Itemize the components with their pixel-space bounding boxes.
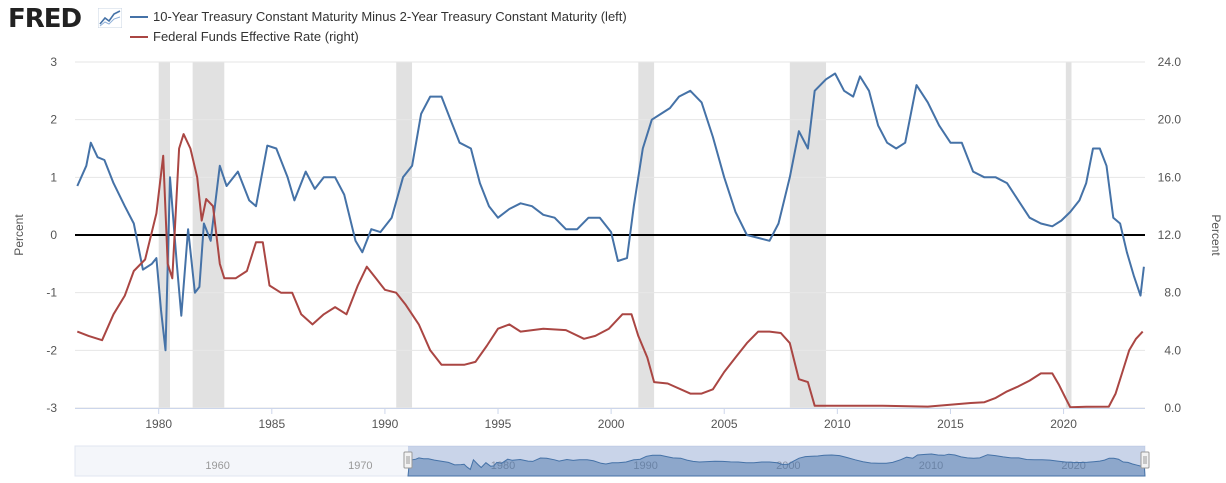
right-y-axis-title: Percent <box>1209 214 1223 256</box>
left-y-axis-title: Percent <box>12 214 26 256</box>
right-y-tick-label: 4.0 <box>1164 343 1181 357</box>
navigator[interactable]: 1960197019801990200020102020 <box>74 445 1150 477</box>
fedfunds-series-line <box>76 133 1144 409</box>
left-y-tick-label: 3 <box>50 55 57 69</box>
legend-swatch-spread <box>130 16 148 18</box>
chart-header: FRED 10-Year Treasury Constant Maturity … <box>0 0 1226 50</box>
legend: 10-Year Treasury Constant Maturity Minus… <box>130 7 627 47</box>
x-tick-label: 2000 <box>598 417 625 431</box>
series-lines <box>76 72 1145 409</box>
x-tick-label: 1980 <box>145 417 172 431</box>
right-y-tick-label: 24.0 <box>1158 55 1182 69</box>
navigator-tick-label: 1990 <box>633 460 657 472</box>
left-y-tick-label: -2 <box>46 343 57 357</box>
navigator-tick-label: 2000 <box>776 460 800 472</box>
x-tick-label: 1995 <box>485 417 512 431</box>
spread-series-line <box>76 72 1145 352</box>
grid-lines <box>75 61 1145 409</box>
navigator-series-area <box>407 453 1146 477</box>
left-y-tick-label: -1 <box>46 286 57 300</box>
fred-logo[interactable]: FRED <box>8 4 82 34</box>
right-y-tick-label: 16.0 <box>1158 170 1182 184</box>
left-y-tick-label: 1 <box>50 170 57 184</box>
legend-item-fedfunds[interactable]: Federal Funds Effective Rate (right) <box>130 27 627 47</box>
legend-swatch-fedfunds <box>130 36 148 38</box>
x-tick-label: 2015 <box>937 417 964 431</box>
navigator-left-handle[interactable] <box>403 451 413 469</box>
x-tick-label: 2020 <box>1050 417 1077 431</box>
legend-item-spread[interactable]: 10-Year Treasury Constant Maturity Minus… <box>130 7 627 27</box>
x-tick-label: 1990 <box>372 417 399 431</box>
navigator-tick-label: 1970 <box>348 460 372 472</box>
legend-label-fedfunds: Federal Funds Effective Rate (right) <box>153 29 359 44</box>
x-tick-label: 2005 <box>711 417 738 431</box>
right-y-tick-label: 0.0 <box>1164 401 1181 415</box>
navigator-tick-label: 2020 <box>1061 460 1085 472</box>
x-tick-label: 2010 <box>824 417 851 431</box>
line-chart-icon <box>98 8 122 28</box>
navigator-right-handle[interactable] <box>1140 451 1150 469</box>
right-y-tick-label: 8.0 <box>1164 286 1181 300</box>
left-y-tick-label: -3 <box>46 401 57 415</box>
right-y-tick-label: 20.0 <box>1158 113 1182 127</box>
navigator-tick-label: 1960 <box>205 460 229 472</box>
left-y-tick-label: 2 <box>50 113 57 127</box>
x-tick-label: 1985 <box>258 417 285 431</box>
right-y-tick-label: 12.0 <box>1158 228 1182 242</box>
axes: 1980 1985 1990 1995 2000 2005 2010 2015 2020 3 2 1 0… <box>12 55 1223 431</box>
legend-label-spread: 10-Year Treasury Constant Maturity Minus… <box>153 9 627 24</box>
navigator-tick-label: 2010 <box>919 460 943 472</box>
left-y-tick-label: 0 <box>50 228 57 242</box>
